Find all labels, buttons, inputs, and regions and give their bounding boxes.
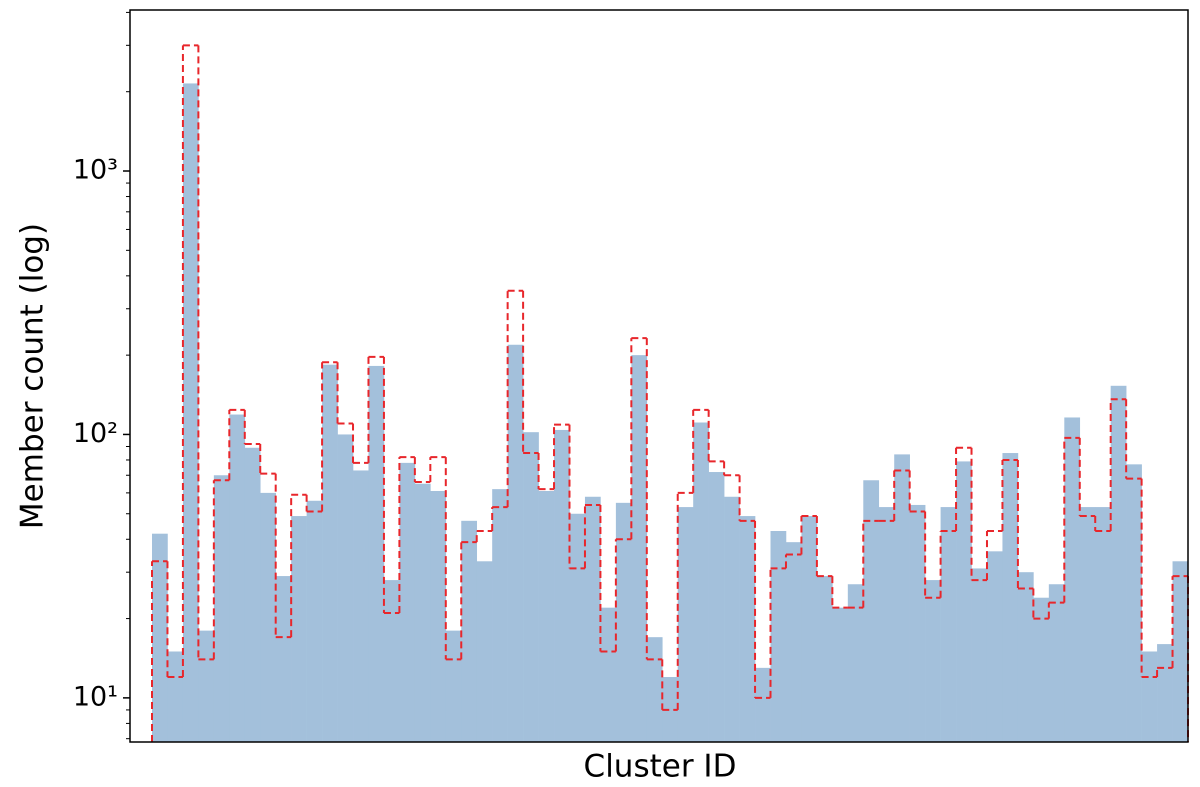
bar (662, 677, 679, 742)
bar (1033, 597, 1050, 742)
bar (925, 580, 941, 742)
plot-frame (129, 9, 1189, 743)
bar (306, 500, 323, 742)
bar (724, 496, 740, 742)
bar (816, 576, 833, 742)
bar (785, 542, 802, 742)
bar (847, 584, 864, 742)
bar (275, 576, 292, 742)
bar (956, 461, 972, 742)
bar (538, 490, 555, 742)
bar (399, 462, 416, 742)
bar (801, 516, 818, 742)
bar (1017, 572, 1034, 742)
y-tick-label: 10² (73, 418, 118, 449)
y-tick-label: 10¹ (73, 681, 118, 712)
bar (1172, 561, 1189, 742)
bar (322, 364, 338, 742)
bar (337, 434, 354, 742)
bar (894, 454, 910, 742)
bar (600, 607, 617, 742)
bar (430, 490, 447, 742)
bar (909, 504, 926, 742)
bar (1110, 385, 1127, 742)
bar (229, 414, 246, 742)
bar (646, 637, 663, 742)
bar (476, 561, 493, 742)
bar (708, 472, 725, 742)
bar (1048, 584, 1065, 742)
bar (569, 513, 586, 742)
bar (383, 580, 400, 742)
bar (260, 492, 277, 742)
bar (353, 470, 369, 742)
bar (1126, 464, 1142, 742)
bar (198, 630, 215, 742)
bar (244, 447, 261, 742)
bar (152, 533, 168, 742)
bar (971, 568, 988, 742)
bar (693, 422, 709, 742)
bar (1002, 453, 1019, 742)
bar (770, 530, 787, 742)
bar (291, 516, 307, 742)
bar (940, 507, 957, 742)
bar (1141, 651, 1158, 742)
bar (554, 429, 570, 742)
bar (507, 344, 524, 742)
y-tick-label: 10³ (73, 155, 118, 186)
bar (1157, 644, 1173, 742)
bar (1079, 507, 1096, 742)
bar (1095, 507, 1111, 742)
bar (878, 507, 895, 742)
bar (523, 432, 539, 742)
bar (445, 630, 462, 742)
bar (863, 480, 880, 742)
bar (615, 502, 632, 742)
bar (677, 507, 694, 742)
bar (739, 516, 756, 742)
y-axis-label: Member count (log) (15, 223, 51, 529)
bar (167, 651, 184, 742)
bar (182, 83, 199, 742)
bar (1064, 417, 1081, 742)
bar (986, 551, 1003, 742)
bar (584, 496, 601, 742)
bar (631, 355, 648, 742)
bar (461, 520, 478, 742)
bar (414, 483, 431, 742)
bar (755, 667, 771, 742)
bar (368, 365, 385, 742)
bar (213, 475, 230, 742)
bar (832, 607, 849, 742)
x-axis-label: Cluster ID (584, 749, 737, 785)
bar (492, 489, 508, 742)
